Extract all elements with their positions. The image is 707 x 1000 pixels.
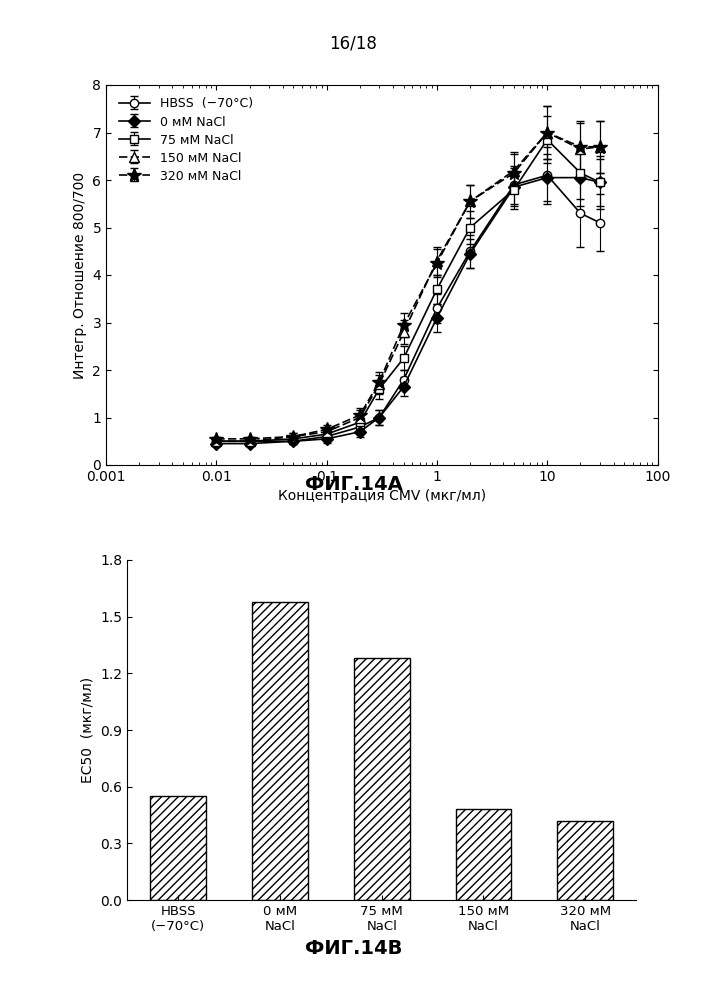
Text: 16/18: 16/18 [329,35,378,53]
Bar [557,821,613,900]
Text: ФИГ.14А: ФИГ.14А [305,476,402,494]
Bar [252,602,308,900]
Y-axis label: ЕС50  (мкг/мл): ЕС50 (мкг/мл) [81,677,95,783]
Y-axis label: Интегр. Отношение 800/700: Интегр. Отношение 800/700 [73,171,87,379]
Bar [455,809,511,900]
Legend: HBSS  (−70°C), 0 мМ NaCl, 75 мМ NaCl, 150 мМ NaCl, 320 мМ NaCl: HBSS (−70°C), 0 мМ NaCl, 75 мМ NaCl, 150… [112,91,259,189]
Text: ФИГ.14В: ФИГ.14В [305,938,402,958]
Bar [354,658,410,900]
X-axis label: Концентрация CMV (мкг/мл): Концентрация CMV (мкг/мл) [278,489,486,503]
Bar [151,796,206,900]
